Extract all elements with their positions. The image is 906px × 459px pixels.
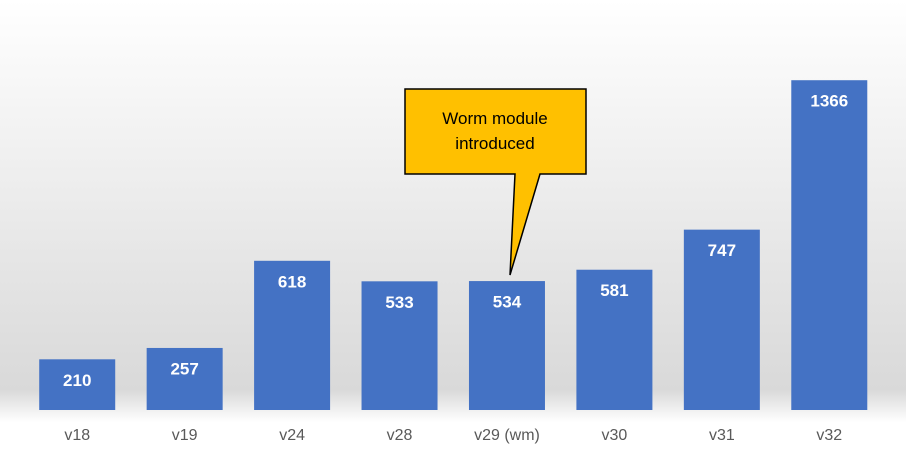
x-tick-label: v29 (wm) (474, 427, 540, 444)
callout-shape (404, 88, 587, 276)
value-label: 581 (600, 281, 628, 300)
bar (146, 347, 223, 410)
x-tick-label: v24 (279, 427, 305, 444)
callout: Worm module introduced (404, 88, 587, 276)
value-label: 618 (278, 272, 306, 291)
x-tick-label: v32 (816, 427, 842, 444)
bar (791, 80, 868, 411)
bar (468, 281, 545, 410)
value-label: 257 (170, 359, 198, 378)
x-tick-label: v30 (602, 427, 628, 444)
value-label: 1366 (810, 92, 848, 111)
bar (254, 260, 331, 410)
x-tick-label: v18 (64, 427, 90, 444)
bar (39, 359, 116, 410)
x-tick-label: v19 (172, 427, 198, 444)
value-label: 210 (63, 371, 91, 390)
value-label: 534 (493, 293, 522, 312)
value-label: 747 (708, 241, 736, 260)
annotation: Worm module introduced (442, 109, 548, 153)
bar (683, 229, 760, 410)
bar (361, 281, 438, 410)
x-tick-label: v31 (709, 427, 735, 444)
bar (576, 269, 653, 410)
callout-box: Worm module introduced (442, 109, 548, 153)
x-tick-label: v28 (387, 427, 413, 444)
value-label: 533 (385, 293, 413, 312)
